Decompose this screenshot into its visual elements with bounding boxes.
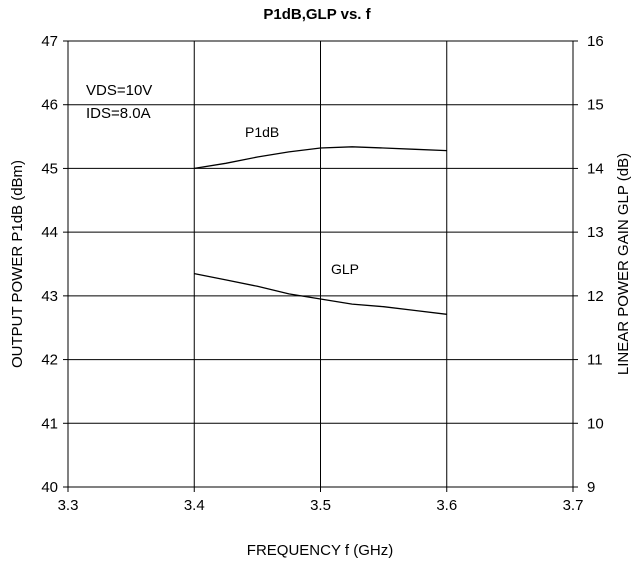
y-left-tick-label: 47 (41, 33, 58, 50)
chart-title: P1dB,GLP vs. f (263, 6, 371, 23)
y-right-tick-label: 12 (587, 288, 604, 305)
y-right-tick-label: 9 (587, 479, 595, 496)
y-left-tick-label: 44 (41, 224, 58, 241)
y-left-tick-label: 41 (41, 415, 58, 432)
x-tick-label: 3.5 (310, 497, 331, 514)
series-label-glp: GLP (331, 261, 359, 277)
x-tick-label: 3.4 (184, 497, 205, 514)
y-right-tick-label: 14 (587, 160, 604, 177)
y-left-tick-label: 40 (41, 479, 58, 496)
grid (68, 41, 573, 487)
y-right-tick-labels: 9 10 11 12 13 14 15 16 (573, 33, 604, 496)
y-left-axis-label: OUTPUT POWER P1dB (dBm) (9, 160, 26, 368)
y-left-tick-labels: 40 41 42 43 44 45 46 47 (41, 33, 68, 496)
y-left-tick-label: 43 (41, 288, 58, 305)
y-right-tick-label: 10 (587, 415, 604, 432)
y-right-axis-label: LINEAR POWER GAIN GLP (dB) (615, 153, 632, 375)
x-tick-label: 3.6 (436, 497, 457, 514)
y-left-tick-label: 42 (41, 352, 58, 369)
series-lines (194, 146, 447, 315)
y-right-tick-label: 16 (587, 33, 604, 50)
x-axis-label: FREQUENCY f (GHz) (247, 542, 393, 559)
y-left-tick-label: 45 (41, 160, 58, 177)
series-line-glp (194, 272, 447, 315)
x-tick-labels: 3.3 3.4 3.5 3.6 3.7 (58, 487, 584, 514)
condition-vds: VDS=10V (86, 82, 152, 99)
condition-ids: IDS=8.0A (86, 105, 151, 122)
x-tick-label: 3.3 (58, 497, 79, 514)
y-right-tick-label: 13 (587, 224, 604, 241)
y-right-tick-label: 15 (587, 97, 604, 114)
y-right-tick-label: 11 (587, 352, 603, 369)
series-label-p1db: P1dB (245, 124, 279, 140)
x-tick-label: 3.7 (563, 497, 584, 514)
y-left-tick-label: 46 (41, 97, 58, 114)
series-line-p1db (194, 146, 447, 170)
